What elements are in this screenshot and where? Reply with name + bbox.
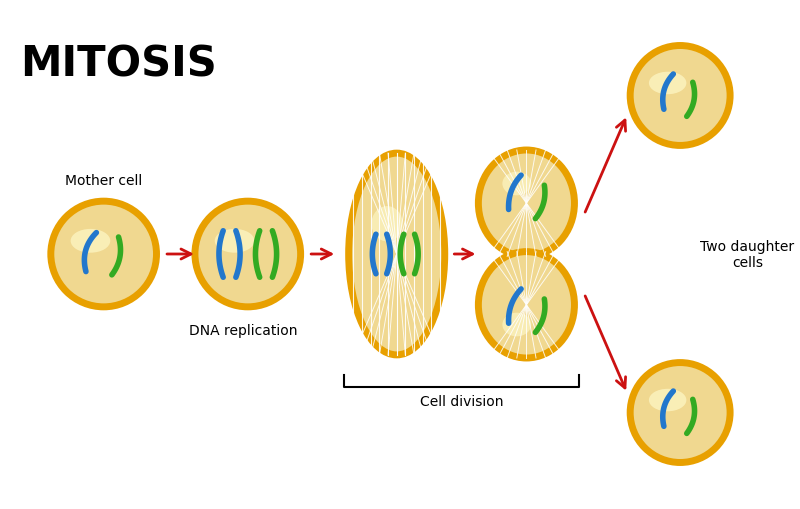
Ellipse shape <box>649 389 686 411</box>
Text: Two daughter
cells: Two daughter cells <box>700 239 794 270</box>
Ellipse shape <box>630 46 730 146</box>
Ellipse shape <box>502 313 531 336</box>
Ellipse shape <box>195 202 301 307</box>
Text: MITOSIS: MITOSIS <box>20 44 217 86</box>
Ellipse shape <box>214 230 254 253</box>
Ellipse shape <box>371 207 402 242</box>
Ellipse shape <box>70 230 110 253</box>
Text: Cell division: Cell division <box>420 394 503 409</box>
Ellipse shape <box>349 154 445 355</box>
Ellipse shape <box>478 151 574 257</box>
Ellipse shape <box>51 202 157 307</box>
Ellipse shape <box>630 363 730 463</box>
Ellipse shape <box>649 73 686 95</box>
Text: DNA replication: DNA replication <box>189 324 298 337</box>
Ellipse shape <box>478 252 574 358</box>
Text: Mother cell: Mother cell <box>65 174 142 187</box>
Ellipse shape <box>502 173 531 196</box>
